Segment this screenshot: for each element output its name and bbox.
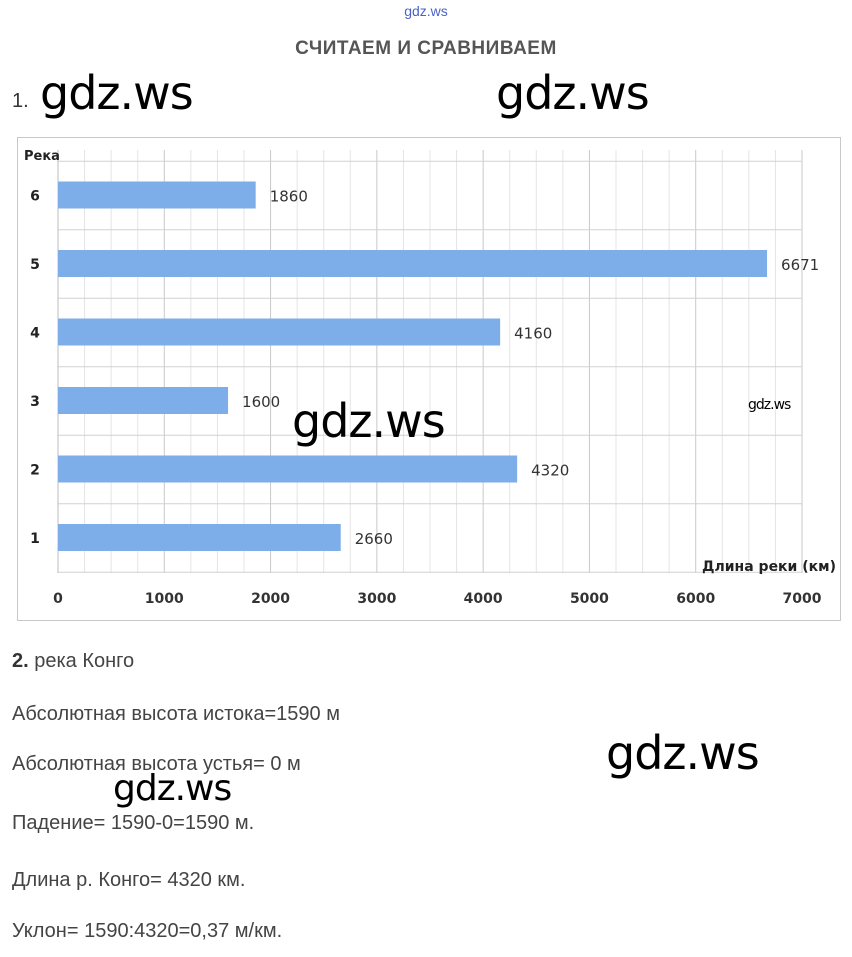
chart-labels: 0 1000 2000 3000 4000 5000 6000 7000 1 2660 2 4320 3… (30, 188, 822, 608)
watermark-5: gdz.ws (606, 726, 760, 780)
y-tick-label: 6 (30, 189, 40, 205)
watermark-3: gdz.ws (292, 394, 446, 448)
x-tick-label: 0 (53, 591, 63, 607)
bar-value-label: 6671 (781, 256, 819, 274)
x-tick-label: 3000 (357, 591, 396, 607)
bar-river-2 (58, 455, 518, 483)
page-title: СЧИТАЕМ И СРАВНИВАЕМ (295, 38, 557, 59)
y-tick-label: 2 (30, 463, 40, 479)
y-tick-label: 1 (30, 531, 40, 547)
x-tick-label: 5000 (570, 591, 609, 607)
bar-river-3 (58, 387, 229, 414)
x-tick-label: 6000 (676, 591, 715, 607)
bar-value-label: 2660 (355, 530, 393, 548)
chart-bars (58, 181, 768, 551)
river-length-chart: 0 1000 2000 3000 4000 5000 6000 7000 1 2660 2 4320 3… (24, 149, 836, 608)
watermark-1: gdz.ws (40, 66, 194, 120)
bar-river-4 (58, 318, 501, 346)
task-2-river: река Конго (34, 650, 135, 672)
bar-river-6 (58, 181, 256, 209)
chart-grid (57, 150, 803, 573)
task-2-line-1: Абсолютная высота истока=1590 м (12, 703, 340, 725)
watermark-2: gdz.ws (496, 66, 650, 120)
y-tick-label: 3 (30, 394, 40, 410)
task-2-heading: 2. река Конго (12, 650, 134, 673)
task-2-line-4: Длина р. Конго= 4320 км. (12, 869, 246, 891)
watermark-top[interactable]: gdz.ws (404, 3, 448, 19)
x-tick-label: 7000 (783, 591, 822, 607)
x-axis-title: Длина реки (км) (702, 559, 836, 575)
y-axis-title: Река (24, 149, 60, 164)
x-tick-label: 2000 (251, 591, 290, 607)
bar-river-1 (58, 524, 341, 551)
task-2-line-2: Абсолютная высота устья= 0 м (12, 753, 301, 775)
y-tick-label: 5 (30, 257, 40, 273)
watermark-6: gdz.ws (113, 768, 232, 809)
x-tick-label: 4000 (464, 591, 503, 607)
task-1-number: 1. (12, 90, 29, 112)
watermark-4: gdz.ws (748, 397, 791, 413)
bar-value-label: 4160 (514, 325, 552, 343)
bar-value-label: 4320 (531, 462, 569, 480)
task-2-line-3: Падение= 1590-0=1590 м. (12, 812, 255, 834)
task-2-line-5: Уклон= 1590:4320=0,37 м/км. (12, 920, 283, 942)
task-2-number: 2. (12, 650, 29, 672)
chart-frame (17, 137, 841, 621)
bar-river-5 (58, 250, 768, 277)
bar-value-label: 1600 (242, 393, 280, 411)
y-tick-label: 4 (30, 326, 40, 342)
x-tick-label: 1000 (145, 591, 184, 607)
bar-value-label: 1860 (270, 188, 308, 206)
